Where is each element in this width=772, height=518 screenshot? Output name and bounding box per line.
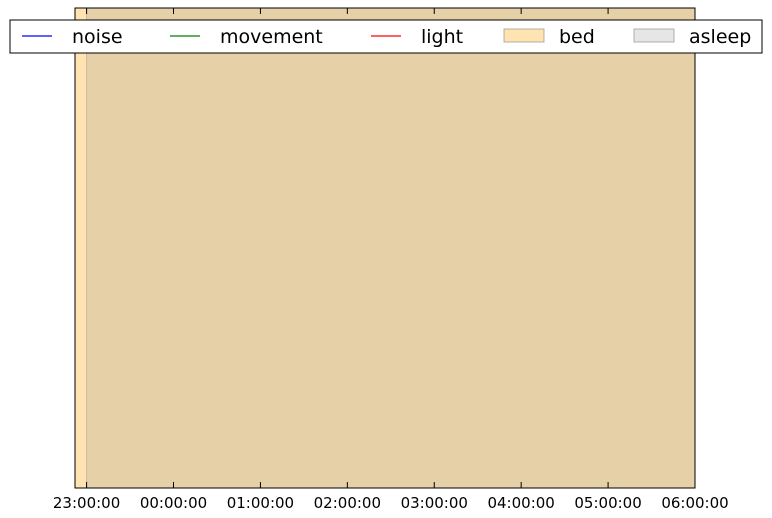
x-tick-label: 00:00:00 bbox=[140, 494, 207, 512]
x-tick-label: 03:00:00 bbox=[401, 494, 468, 512]
bed-span bbox=[74, 7, 696, 489]
x-tick-label: 04:00:00 bbox=[487, 494, 554, 512]
bed-legend-swatch bbox=[503, 28, 545, 43]
x-tick-label: 01:00:00 bbox=[227, 494, 294, 512]
x-tick-label: 06:00:00 bbox=[661, 494, 728, 512]
plot-area bbox=[74, 7, 696, 489]
movement-legend-label: movement bbox=[220, 26, 323, 48]
asleep-span bbox=[86, 7, 696, 489]
x-tick-label: 23:00:00 bbox=[53, 494, 120, 512]
x-tick-label: 05:00:00 bbox=[574, 494, 641, 512]
x-tick-label: 02:00:00 bbox=[314, 494, 381, 512]
noise-legend-label: noise bbox=[72, 26, 123, 48]
asleep-legend-swatch bbox=[633, 28, 675, 43]
plot-background bbox=[75, 8, 695, 488]
plot-frame bbox=[74, 7, 696, 489]
light-legend-label: light bbox=[421, 26, 463, 48]
bed-legend-label: bed bbox=[559, 26, 595, 48]
asleep-legend-label: asleep bbox=[689, 26, 751, 48]
legend: noise movement light bed asleep bbox=[9, 19, 763, 54]
x-axis: 23:00:00 00:00:00 01:00:00 02:00:00 03:00:00… bbox=[53, 8, 729, 512]
